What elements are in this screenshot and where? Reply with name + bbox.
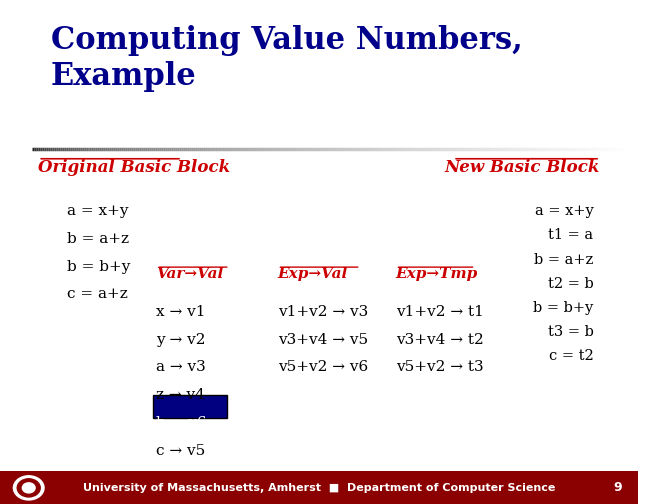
Text: a = x+y: a = x+y bbox=[67, 204, 128, 218]
Text: b = a+z: b = a+z bbox=[67, 232, 129, 246]
Text: New Basic Block: New Basic Block bbox=[445, 159, 600, 176]
Text: c → v5: c → v5 bbox=[156, 444, 205, 458]
Circle shape bbox=[17, 479, 40, 497]
Text: v1+v2 → t1: v1+v2 → t1 bbox=[396, 305, 483, 319]
Text: v5+v2 → t3: v5+v2 → t3 bbox=[396, 360, 483, 374]
Text: z → v4: z → v4 bbox=[156, 388, 205, 402]
Text: t2 = b: t2 = b bbox=[548, 277, 594, 291]
Circle shape bbox=[22, 483, 35, 493]
Bar bbox=[0, 471, 638, 504]
Text: 9: 9 bbox=[614, 481, 622, 494]
FancyBboxPatch shape bbox=[153, 395, 227, 418]
Text: y → v2: y → v2 bbox=[156, 333, 206, 347]
Text: b → v6: b → v6 bbox=[156, 416, 207, 430]
Text: t3 = b: t3 = b bbox=[548, 325, 594, 339]
Circle shape bbox=[14, 476, 44, 500]
Text: Exp→Tmp: Exp→Tmp bbox=[396, 267, 478, 281]
Text: University of Massachusetts, Amherst  ■  Department of Computer Science: University of Massachusetts, Amherst ■ D… bbox=[83, 483, 555, 493]
Circle shape bbox=[11, 474, 47, 502]
Text: a = x+y: a = x+y bbox=[535, 204, 594, 218]
Text: b = b+y: b = b+y bbox=[533, 301, 594, 315]
Text: t1 = a: t1 = a bbox=[548, 228, 594, 242]
Text: v1+v2 → v3: v1+v2 → v3 bbox=[277, 305, 368, 319]
Text: Computing Value Numbers,
Example: Computing Value Numbers, Example bbox=[51, 25, 523, 92]
Text: c = a+z: c = a+z bbox=[67, 287, 128, 301]
Text: Exp→Val: Exp→Val bbox=[277, 267, 348, 281]
Text: c = t2: c = t2 bbox=[549, 349, 594, 363]
Text: a → v3: a → v3 bbox=[156, 360, 206, 374]
Text: v3+v4 → t2: v3+v4 → t2 bbox=[396, 333, 483, 347]
Text: b = b+y: b = b+y bbox=[67, 260, 130, 274]
Text: Var→Val: Var→Val bbox=[156, 267, 224, 281]
Text: x → v1: x → v1 bbox=[156, 305, 206, 319]
Text: Original Basic Block: Original Basic Block bbox=[38, 159, 231, 176]
Text: v3+v4 → v5: v3+v4 → v5 bbox=[277, 333, 368, 347]
Text: v5+v2 → v6: v5+v2 → v6 bbox=[277, 360, 368, 374]
Text: b = a+z: b = a+z bbox=[535, 253, 594, 267]
